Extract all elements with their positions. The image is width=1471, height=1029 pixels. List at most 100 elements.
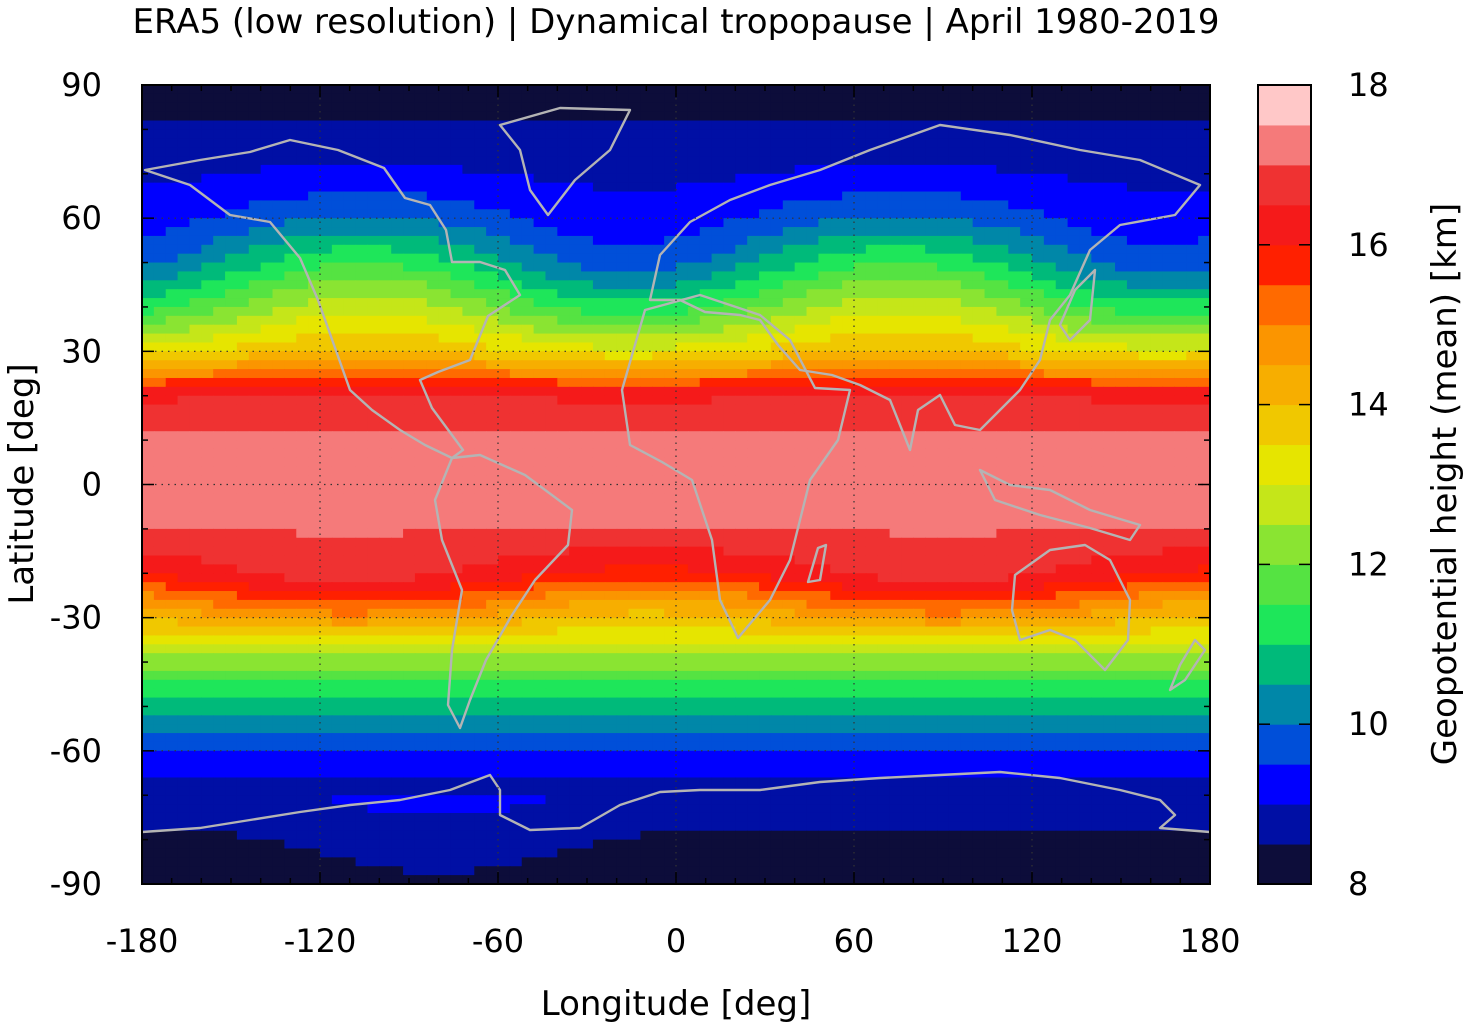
height-cell [462,235,475,246]
height-cell [189,235,202,246]
height-cell [865,395,879,406]
height-cell [308,386,321,397]
height-cell [948,182,962,193]
height-cell [972,520,986,530]
height-cell [426,227,440,237]
height-cell [1055,475,1069,486]
height-cell [628,85,641,95]
height-cell [1138,377,1152,388]
height-cell [177,289,191,299]
height-cell [1008,102,1021,113]
height-cell [213,573,226,583]
height-cell [379,369,392,379]
height-cell [901,147,914,157]
height-cell [284,191,297,202]
height-cell [1043,422,1057,432]
height-cell [557,156,570,166]
height-cell [592,182,606,193]
height-cell [604,528,618,539]
height-cell [521,520,535,530]
height-cell [486,209,499,219]
height-cell [1079,173,1092,184]
height-cell [153,528,167,539]
height-cell [1103,413,1116,423]
height-cell [830,156,843,166]
height-cell [913,280,926,290]
height-cell [367,342,380,352]
height-cell [628,360,641,370]
height-cell [1103,173,1116,184]
height-cell [272,271,285,281]
height-cell [533,298,547,308]
height-cell [1079,386,1092,397]
height-cell [664,351,677,361]
height-cell [1138,138,1152,148]
height-cell [165,466,179,477]
height-cell [391,102,404,113]
height-cell [521,466,535,477]
height-cell [759,484,772,494]
height-cell [379,351,392,361]
height-cell [1103,484,1116,494]
height-cell [604,457,618,468]
height-cell [142,493,155,503]
height-cell [735,164,748,175]
height-cell [403,537,416,548]
height-cell [854,147,867,157]
height-cell [1103,85,1116,95]
height-cell [604,209,618,219]
height-cell [842,111,855,122]
height-cell [1198,511,1210,521]
height-cell [414,386,428,397]
height-cell [367,440,380,450]
height-cell [474,413,487,423]
height-cell [913,475,926,486]
height-cell [592,191,606,202]
height-cell [225,555,238,565]
height-cell [925,262,938,273]
height-cell [854,484,867,494]
height-cell [189,377,202,388]
height-cell [664,227,677,237]
height-cell [842,528,855,539]
height-cell [604,280,618,290]
height-cell [972,120,986,130]
height-cell [747,262,760,273]
height-cell [153,484,167,494]
height-cell [711,431,725,441]
height-cell [604,333,618,344]
height-cell [854,564,867,574]
height-cell [1020,244,1033,255]
height-cell [830,262,843,273]
height-cell [747,511,760,521]
height-cell [901,528,914,539]
height-cell [462,360,475,370]
height-cell [616,218,630,228]
height-cell [996,502,1009,512]
height-cell [581,457,594,468]
height-cell [1008,386,1021,397]
height-cell [498,440,511,450]
height-cell [699,298,713,308]
height-cell [770,502,784,512]
height-cell [628,404,641,415]
height-cell [403,280,416,290]
height-cell [213,413,226,423]
height-cell [165,182,179,193]
height-cell [842,564,855,574]
height-cell [735,422,748,432]
height-cell [1055,111,1069,122]
height-cell [438,555,452,565]
height-cell [343,156,357,166]
height-cell [1032,395,1045,406]
height-cell [664,306,677,317]
height-cell [1091,395,1104,406]
height-cell [1079,466,1092,477]
height-cell [367,164,380,175]
height-cell [948,324,962,335]
height-cell [628,475,641,486]
height-cell [426,511,440,521]
height-cell [889,484,903,494]
height-cell [842,324,855,335]
height-cell [1103,191,1116,202]
